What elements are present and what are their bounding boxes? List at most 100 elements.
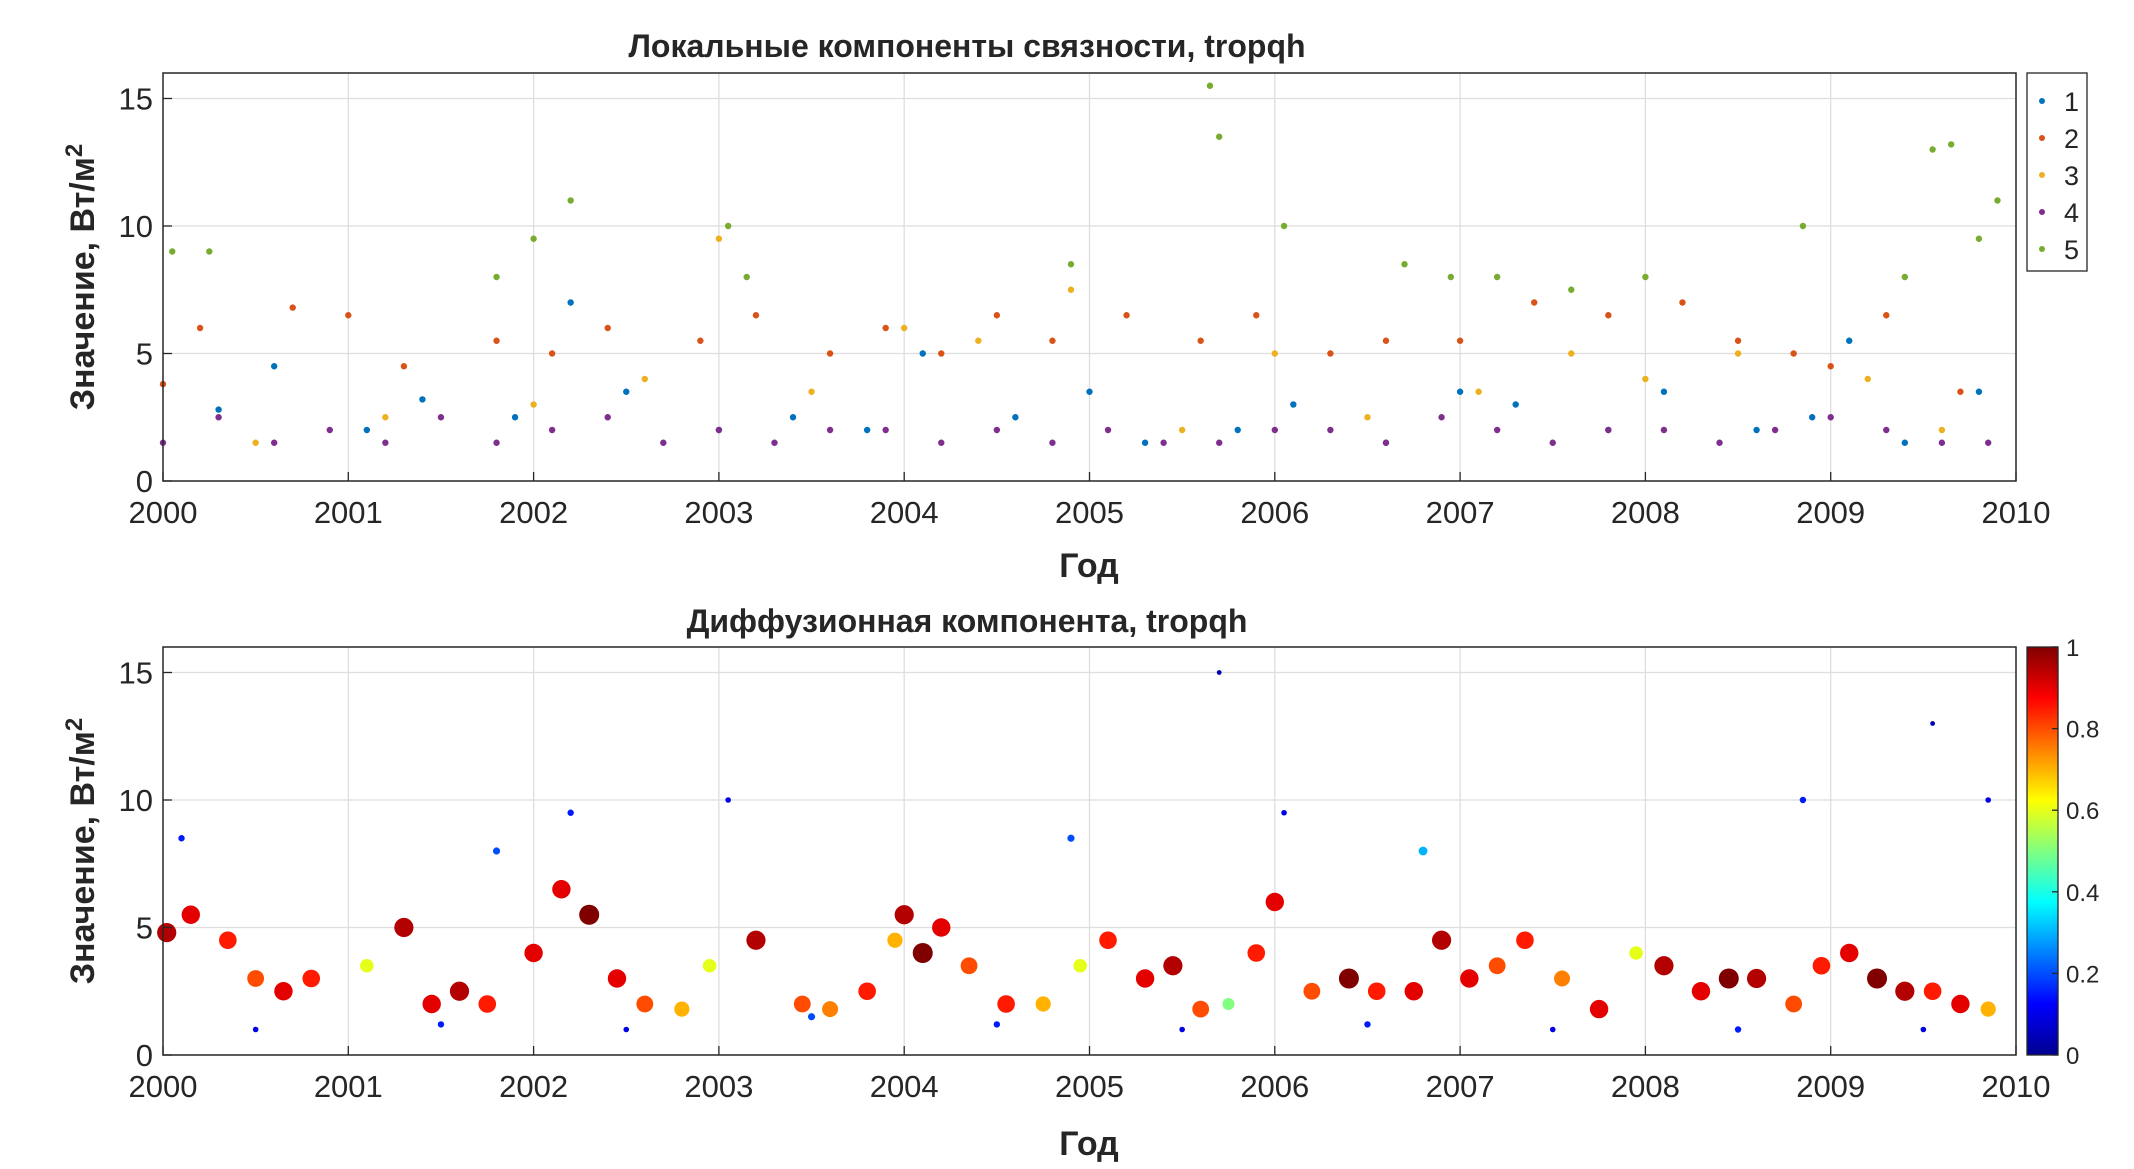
data-point [604, 324, 611, 332]
colorbar-tick-label: 0 [2066, 1043, 2079, 1070]
top-x-axis-label: Год [1059, 547, 1118, 585]
data-point [437, 414, 445, 421]
data-point [1234, 426, 1241, 434]
x-tick-label: 2002 [499, 1069, 568, 1104]
data-point [437, 1021, 445, 1028]
data-point [1642, 375, 1649, 383]
data-point [302, 969, 321, 988]
data-point [993, 1021, 1001, 1028]
data-point [1718, 968, 1739, 989]
data-point [511, 414, 519, 421]
data-point [1418, 846, 1428, 856]
bottom-y-axis-label: Значение, Вт/м2 [61, 718, 102, 985]
data-point [1431, 930, 1452, 950]
data-point [567, 809, 574, 816]
legend-marker [2039, 135, 2045, 141]
x-tick-label: 2007 [1426, 1069, 1495, 1104]
y-tick-label: 5 [136, 337, 153, 372]
data-point [1216, 670, 1222, 675]
x-tick-label: 2003 [684, 495, 753, 530]
data-point [548, 350, 556, 357]
data-point [1734, 350, 1742, 357]
series-3-points [252, 235, 1946, 446]
data-point [901, 324, 908, 332]
data-point [1920, 1026, 1927, 1033]
colorbar-tick-label: 0.8 [2066, 717, 2099, 744]
x-tick-label: 2008 [1611, 495, 1680, 530]
data-point [1785, 995, 1803, 1013]
data-point [1104, 426, 1112, 434]
data-point [552, 880, 571, 899]
data-point [1382, 439, 1390, 446]
data-point [1799, 796, 1807, 804]
data-point [1654, 956, 1674, 976]
legend-marker [2039, 246, 2045, 252]
data-point [674, 1001, 690, 1017]
data-point [493, 273, 500, 281]
data-point [997, 995, 1015, 1013]
x-tick-label: 2010 [1982, 495, 2051, 530]
data-point [858, 982, 876, 1001]
top-x-tick-labels: 2000 2001 2002 2003 2004 2005 2006 2007 2008 2009… [129, 472, 2051, 530]
data-point [567, 197, 574, 204]
data-point [1135, 969, 1155, 988]
data-point [1660, 426, 1668, 434]
bottom-y-axis-label-main: Значение, Вт/м [64, 731, 102, 984]
data-point [894, 905, 914, 925]
data-point [196, 324, 204, 332]
data-point [1280, 222, 1288, 230]
data-point [1985, 797, 1992, 803]
bottom-x-axis-label: Год [1059, 1125, 1118, 1163]
colorbar-tick-labels: 0 0.2 0.4 0.6 0.8 1 [2052, 635, 2099, 1070]
series-4-points [159, 414, 1992, 446]
data-point [1290, 401, 1297, 408]
data-point [1099, 931, 1117, 950]
data-point [1867, 968, 1888, 989]
data-point [1067, 261, 1075, 268]
x-tick-label: 2005 [1055, 1069, 1124, 1104]
data-point [1975, 388, 1983, 395]
data-point [882, 426, 889, 434]
data-point [960, 957, 978, 975]
top-y-axis-label-sup: 2 [61, 144, 88, 157]
data-point [1493, 426, 1501, 434]
data-point [1163, 956, 1183, 976]
series-2-points [159, 299, 1964, 395]
data-point [1222, 998, 1235, 1010]
data-point [1790, 350, 1797, 357]
data-point [919, 350, 926, 357]
data-point [1247, 944, 1266, 962]
data-point [1951, 994, 1970, 1014]
data-point [1401, 261, 1408, 268]
data-point [1734, 1026, 1742, 1033]
data-point [1216, 133, 1223, 140]
data-point [641, 375, 648, 383]
data-point [1179, 1026, 1185, 1033]
data-point [178, 835, 185, 842]
data-point [1404, 982, 1423, 1001]
data-point [1265, 892, 1285, 912]
data-point [1303, 982, 1321, 1000]
data-point [1086, 388, 1093, 395]
colorbar-tick-label: 0.2 [2066, 961, 2099, 988]
y-tick-label: 5 [136, 911, 153, 946]
data-point [1734, 337, 1742, 344]
data-point [1073, 958, 1088, 973]
data-point [789, 414, 797, 421]
data-point [938, 350, 945, 357]
data-point [975, 337, 982, 344]
colorbar-tick-label: 0.4 [2066, 880, 2099, 907]
data-point [493, 337, 500, 344]
legend-marker [2039, 209, 2045, 215]
data-point [660, 439, 667, 446]
data-point [1123, 312, 1130, 319]
data-point [1493, 273, 1501, 281]
data-point [326, 426, 333, 434]
top-y-axis-label-main: Значение, Вт/м [64, 157, 102, 410]
data-point [1338, 968, 1359, 989]
data-point [1067, 286, 1075, 293]
bottom-gridlines [163, 647, 2016, 1055]
data-point [1512, 401, 1519, 408]
data-point [993, 312, 1001, 319]
